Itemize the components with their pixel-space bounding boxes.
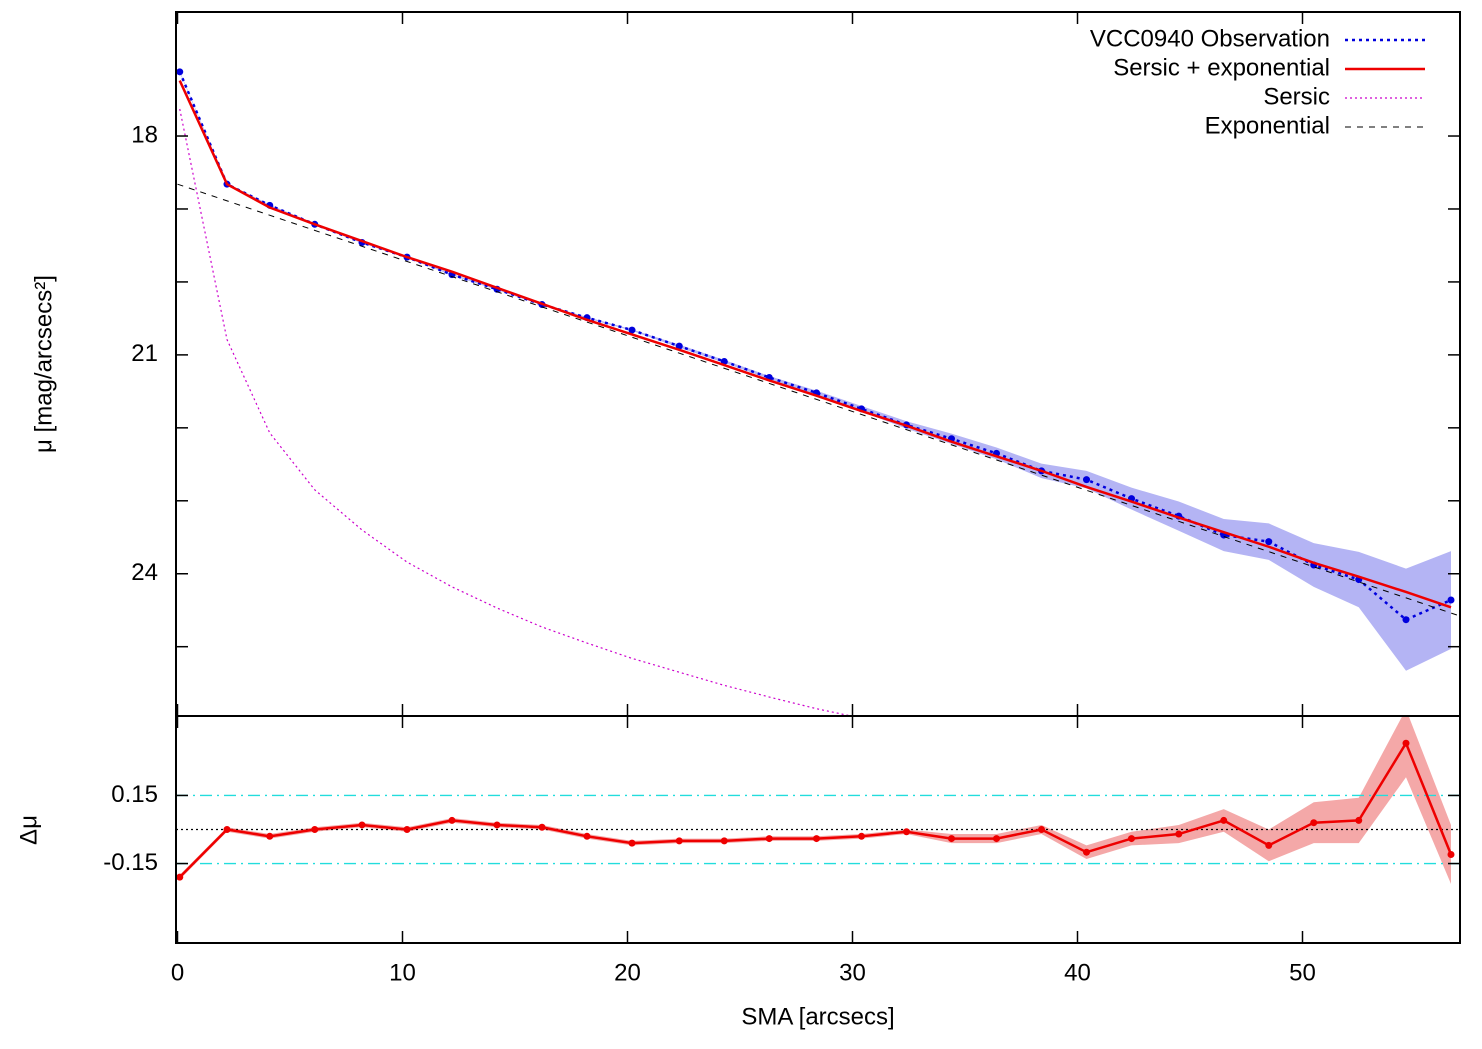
- data-point: [993, 835, 1000, 843]
- y-axis-label: μ [mag/arcsecs²]: [30, 275, 57, 453]
- data-point: [358, 821, 366, 829]
- y-axis-label: Δμ: [15, 815, 42, 845]
- data-point: [403, 826, 411, 833]
- data-point: [266, 832, 274, 840]
- data-point: [1083, 476, 1090, 484]
- x-tick-label: 0: [171, 959, 184, 986]
- data-point: [1083, 848, 1090, 856]
- data-point: [628, 839, 636, 847]
- plot-frame: [175, 715, 1461, 944]
- data-point: [1265, 841, 1273, 849]
- legend-label: Sersic: [1263, 83, 1330, 110]
- legend-label: Sersic + exponential: [1113, 54, 1330, 81]
- y-tick-label: -0.15: [103, 849, 158, 876]
- data-point: [628, 326, 636, 334]
- legend-label: Exponential: [1205, 112, 1330, 139]
- data-point: [903, 828, 910, 836]
- data-point: [311, 826, 319, 833]
- series-line: [178, 740, 1453, 879]
- data-point: [813, 835, 820, 843]
- x-tick-label: 10: [389, 959, 416, 986]
- data-point: [1265, 538, 1273, 546]
- legend-label: VCC0940 Observation: [1090, 25, 1330, 52]
- plot-area: [176, 68, 1460, 716]
- plot-area: [176, 716, 1460, 884]
- y-tick-label: 21: [131, 340, 158, 367]
- data-point: [1128, 835, 1135, 843]
- error-band: [179, 71, 1451, 671]
- x-tick-label: 30: [839, 959, 866, 986]
- data-point: [1447, 596, 1455, 604]
- data-point: [583, 832, 591, 840]
- data-point: [1355, 816, 1363, 824]
- data-point: [1310, 819, 1318, 827]
- data-point: [1175, 830, 1183, 838]
- data-point: [493, 821, 501, 829]
- data-point: [1038, 826, 1045, 833]
- series-line: [178, 80, 1452, 609]
- data-point: [675, 342, 683, 350]
- data-point: [538, 823, 546, 831]
- data-point: [1402, 739, 1410, 747]
- y-tick-label: 0.15: [111, 781, 158, 808]
- data-point: [176, 68, 184, 76]
- y-tick-label: 18: [131, 121, 158, 148]
- x-axis-label: SMA [arcsecs]: [741, 1003, 894, 1030]
- data-point: [948, 835, 955, 843]
- data-point: [176, 873, 184, 881]
- error-band: [179, 716, 1451, 884]
- data-point: [1402, 616, 1410, 624]
- x-tick-label: 50: [1289, 959, 1316, 986]
- data-point: [720, 837, 728, 845]
- x-tick-label: 40: [1064, 959, 1091, 986]
- y-tick-label: 24: [131, 559, 158, 586]
- series-line: [177, 183, 1460, 617]
- data-point: [1447, 850, 1455, 858]
- data-point: [1220, 816, 1228, 824]
- x-tick-label: 20: [614, 959, 641, 986]
- series-line: [179, 108, 855, 716]
- data-point: [765, 835, 773, 843]
- data-point: [448, 816, 456, 824]
- data-point: [858, 832, 865, 840]
- data-point: [223, 826, 231, 833]
- data-point: [675, 837, 683, 845]
